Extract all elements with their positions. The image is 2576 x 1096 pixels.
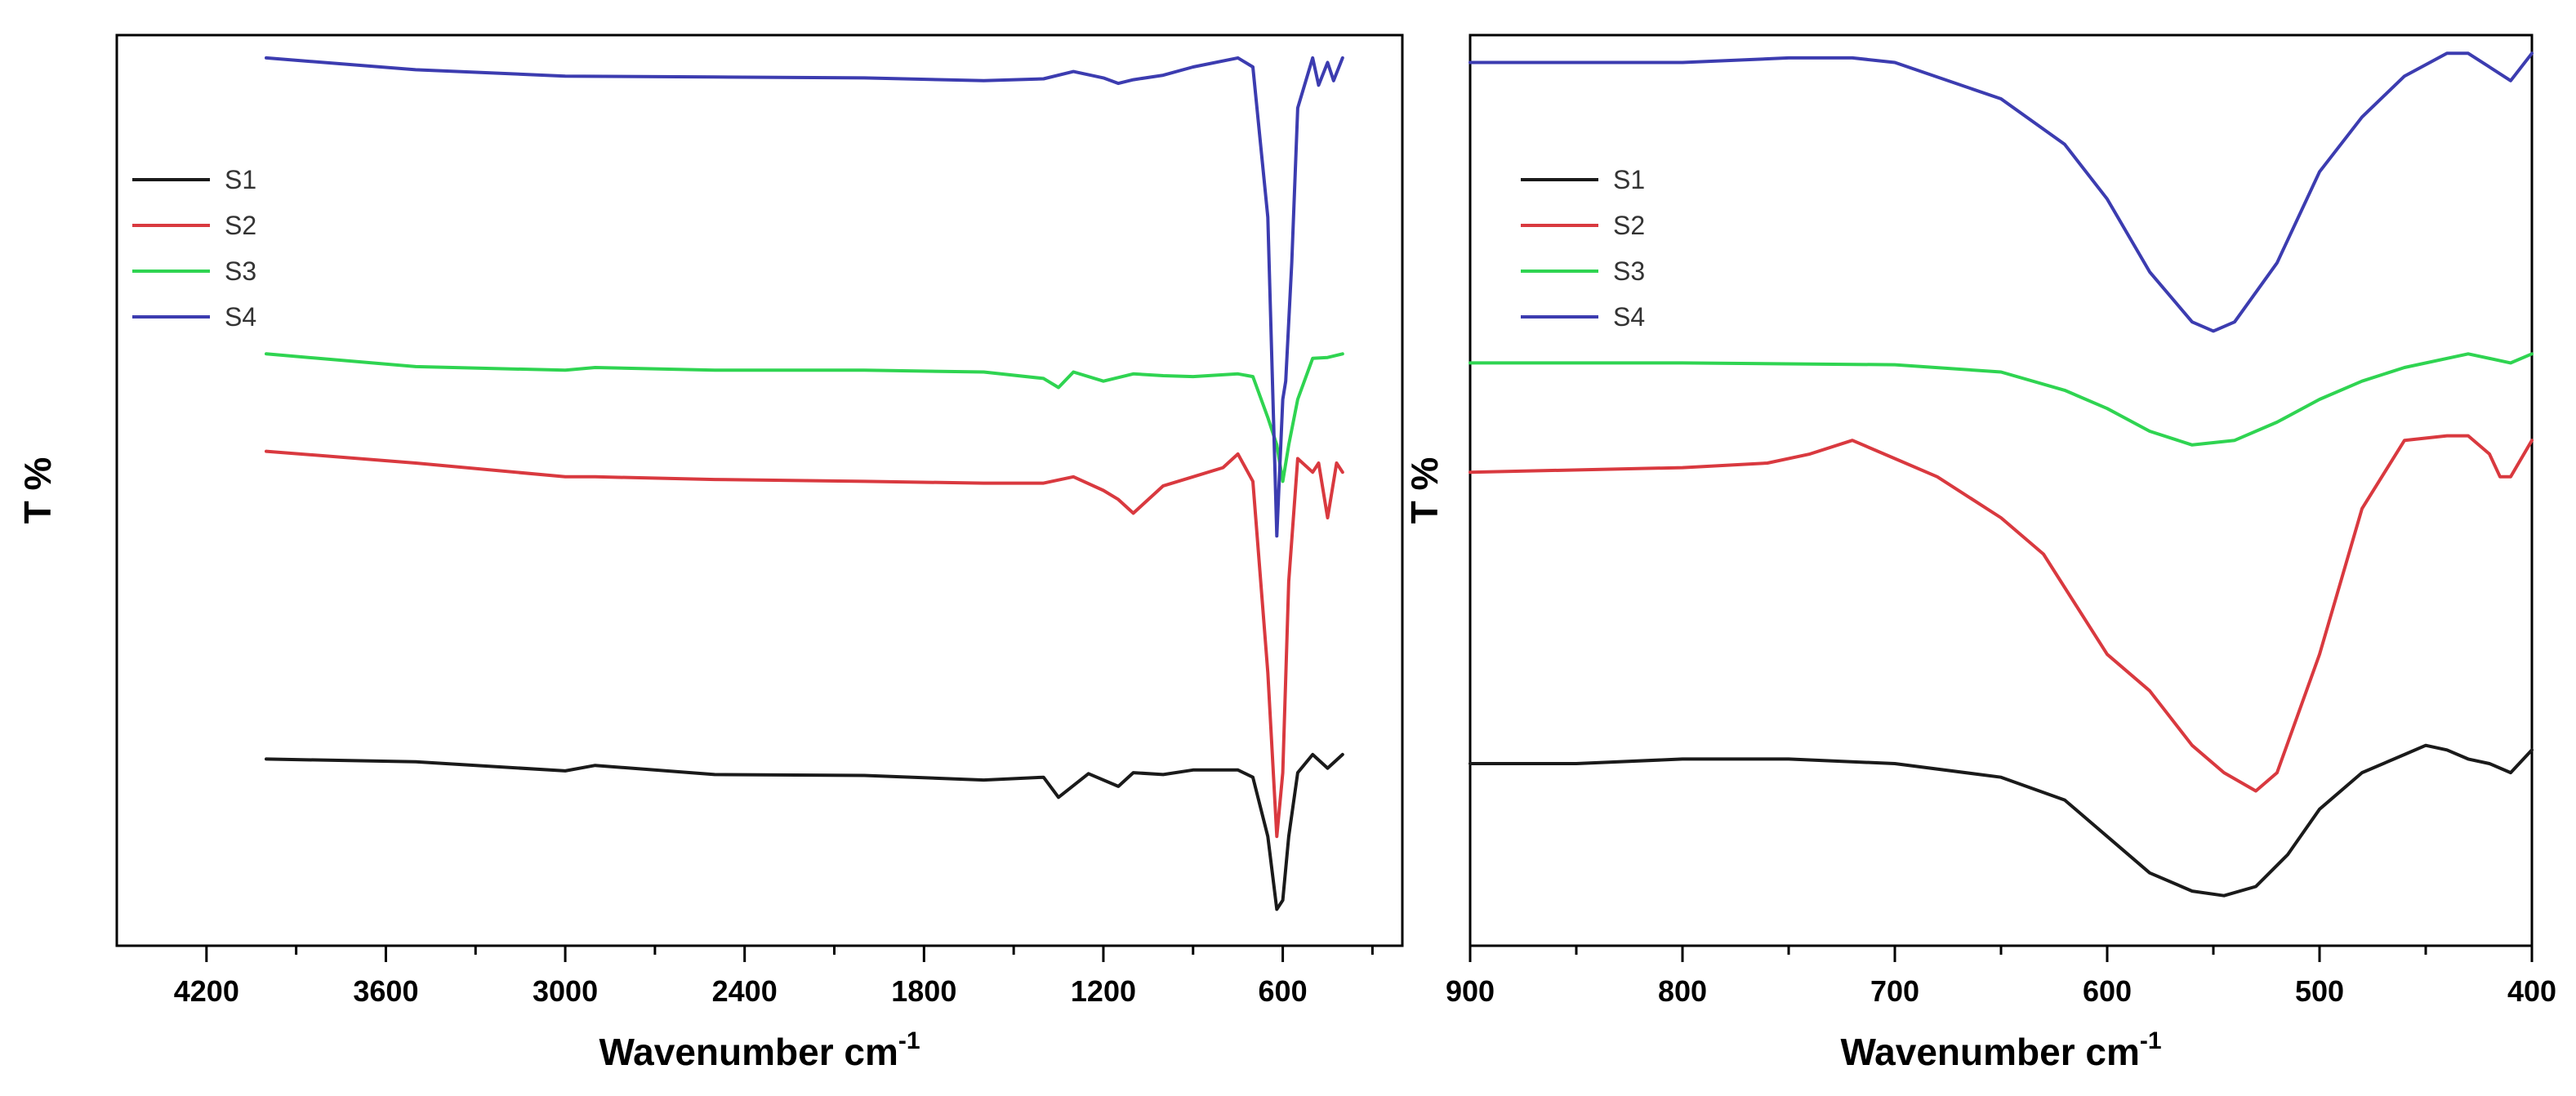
x-tick-label: 500 <box>2295 974 2344 1008</box>
plot-frame <box>115 33 1404 947</box>
legend-label-s4: S4 <box>225 302 256 332</box>
x-axis-label: Wavenumber cm-1 <box>599 1027 920 1073</box>
legend-label-s4: S4 <box>1613 302 1645 332</box>
x-axis-label-superscript: -1 <box>898 1027 920 1054</box>
x-tick-label: 600 <box>2083 974 2132 1008</box>
x-tick-label: 2400 <box>712 974 778 1008</box>
x-axis-label-text: Wavenumber cm <box>1840 1031 2139 1073</box>
series-line-s4 <box>265 56 1344 538</box>
x-tick-label: 3000 <box>533 974 598 1008</box>
series-line-s2 <box>1468 434 2534 793</box>
series-line-s1 <box>1468 743 2534 898</box>
x-tick-label: 4200 <box>174 974 239 1008</box>
series-line-s2 <box>265 449 1344 839</box>
legend: S1 S2 S3 S4 <box>1521 165 1645 332</box>
series-line-s3 <box>265 352 1344 483</box>
series-line-s1 <box>265 752 1344 911</box>
chart-panel-2: 900 800 700 600 500 400 Wavenumber cm-1 T % S1 S2… <box>1403 33 2556 1073</box>
x-tick-label: 600 <box>1259 974 1308 1008</box>
y-axis-label: T % <box>1403 457 1446 524</box>
y-axis-label: T % <box>16 457 59 524</box>
x-axis-label-superscript: -1 <box>2140 1027 2162 1054</box>
series-line-s3 <box>1468 352 2534 447</box>
legend-label-s2: S2 <box>1613 211 1645 240</box>
legend-label-s2: S2 <box>225 211 256 240</box>
x-tick-label: 400 <box>2507 974 2556 1008</box>
legend-label-s1: S1 <box>1613 165 1645 194</box>
x-tick-label: 700 <box>1870 974 1919 1008</box>
legend-label-s3: S3 <box>225 256 256 286</box>
x-tick-label: 3600 <box>353 974 418 1008</box>
series-line-s4 <box>1468 51 2534 333</box>
x-axis-label: Wavenumber cm-1 <box>1840 1027 2161 1073</box>
x-axis-label-text: Wavenumber cm <box>599 1031 898 1073</box>
x-tick-label: 900 <box>1446 974 1495 1008</box>
x-tick-label: 800 <box>1658 974 1707 1008</box>
legend-label-s1: S1 <box>225 165 256 194</box>
chart-panel-1: 4200 3600 3000 2400 1800 1200 600 Wavenumber cm… <box>16 33 1404 1073</box>
x-tick-label: 1800 <box>891 974 956 1008</box>
legend: S1 S2 S3 S4 <box>132 165 256 332</box>
legend-label-s3: S3 <box>1613 256 1645 286</box>
x-tick-label: 1200 <box>1071 974 1136 1008</box>
